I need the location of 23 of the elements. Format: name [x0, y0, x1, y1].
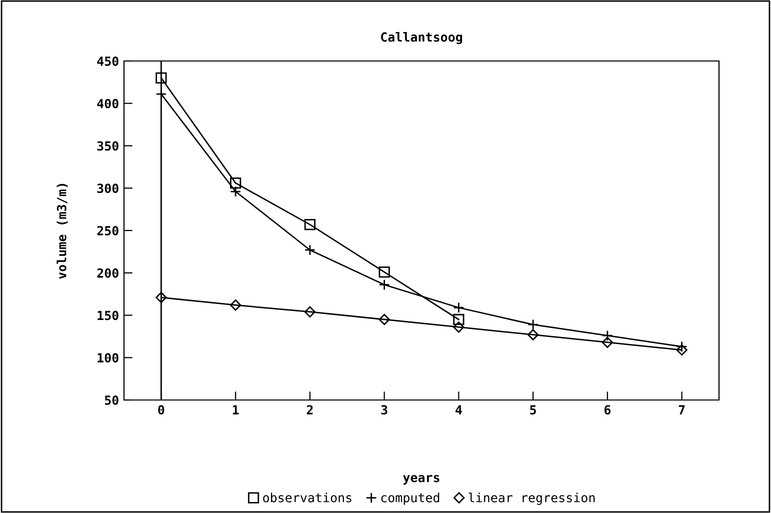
x-tick-label: 6: [604, 405, 611, 415]
legend-label: computed: [381, 492, 440, 505]
x-tick-label: 3: [381, 405, 388, 415]
y-tick-label: 100: [98, 353, 118, 363]
y-tick-label: 50: [104, 395, 118, 405]
y-tick-label: 300: [97, 184, 118, 194]
x-tick-label: 4: [456, 405, 462, 414]
x-tick-label: 0: [158, 405, 164, 415]
x-tick-label: 5: [530, 405, 536, 415]
chart-title: Callantsoog: [381, 32, 462, 44]
y-tick-label: 350: [97, 141, 118, 151]
y-axis-title: volume (m3/m): [56, 184, 68, 279]
y-tick-label: 250: [97, 226, 118, 236]
y-tick-label: 150: [98, 310, 118, 320]
x-tick-label: 1: [232, 405, 239, 414]
x-tick-label: 2: [306, 405, 313, 414]
legend-label: linear regression: [468, 492, 595, 505]
x-axis-title: years: [403, 475, 440, 485]
y-tick-label: 200: [97, 268, 118, 278]
y-tick-label: 400: [97, 98, 118, 108]
x-tick-label: 7: [678, 405, 685, 414]
legend-label: observations: [263, 492, 352, 502]
y-tick-label: 450: [97, 56, 118, 66]
